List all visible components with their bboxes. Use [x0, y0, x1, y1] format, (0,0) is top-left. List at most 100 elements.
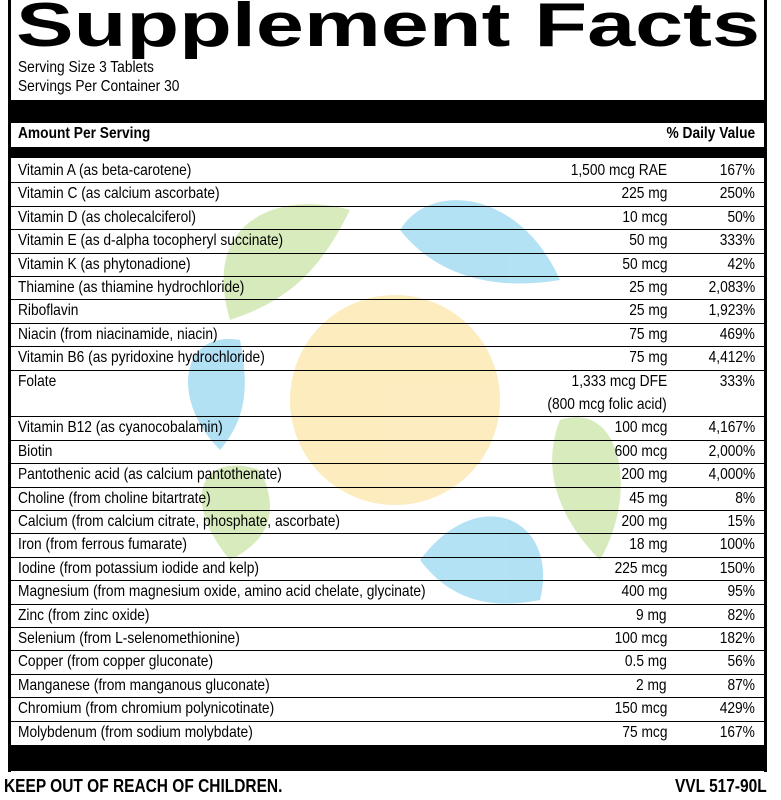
nutrient-name: Molybdenum (from sodium molybdate): [18, 723, 253, 741]
nutrient-name: Vitamin B6 (as pyridoxine hydrochloride): [18, 349, 265, 367]
amount: 9 mg: [636, 606, 667, 624]
daily-value: 50%: [727, 208, 755, 226]
amount: 200 mg: [621, 513, 667, 530]
daily-value: 100%: [719, 536, 755, 554]
nutrient-name: Selenium (from L-selenomethionine): [18, 630, 240, 647]
row-rule: [8, 533, 767, 535]
amount: 100 mcg: [614, 630, 667, 647]
row-rule: [8, 299, 767, 301]
nutrient-name: Vitamin C (as calcium ascorbate): [18, 185, 220, 203]
amount: 225 mg: [621, 185, 667, 203]
nutrient-name: Vitamin K (as phytonadione): [18, 255, 191, 273]
daily-value: 1,923%: [708, 302, 755, 320]
nutrient-name: Niacin (from niacinamide, niacin): [18, 325, 218, 343]
thick-rule: [8, 745, 767, 771]
row-rule: [8, 229, 767, 231]
row-rule: [8, 346, 767, 348]
row-rule: [8, 205, 767, 207]
amount: 45 mg: [628, 489, 667, 507]
amount: 25 mg: [628, 279, 667, 296]
daily-value: 333%: [719, 372, 755, 390]
amount: 10 mcg: [621, 208, 667, 226]
row-rule: [8, 322, 767, 324]
nutrient-name: Vitamin B12 (as cyanocobalamin): [18, 419, 223, 437]
amount: 150 mcg: [614, 700, 667, 718]
row-rule: [8, 439, 767, 441]
nutrient-name: Vitamin D (as cholecalciferol): [18, 208, 196, 226]
daily-value: 4,000%: [708, 466, 755, 484]
nutrient-name: Chromium (from chromium polynicotinate): [18, 700, 275, 718]
title: Supplement Facts: [16, 0, 760, 60]
amount: 200 mg: [621, 466, 667, 484]
border: [764, 0, 767, 772]
daily-value: 2,083%: [708, 279, 755, 296]
row-rule: [8, 276, 767, 277]
amount: 18 mg: [628, 536, 667, 554]
amount: 75 mg: [628, 349, 667, 367]
nutrient-name: Copper (from copper gluconate): [18, 653, 214, 671]
daily-value: 82%: [727, 606, 755, 624]
nutrient-name: Riboflavin: [18, 302, 79, 320]
nutrient-name: Biotin: [18, 442, 53, 460]
daily-value: 8%: [735, 489, 755, 507]
daily-value: 87%: [727, 676, 755, 694]
nutrient-name: Folate: [18, 372, 57, 390]
amount: 75 mcg: [621, 723, 667, 741]
amount: 600 mcg: [614, 442, 667, 460]
thick-rule: [8, 100, 767, 123]
nutrient-name: Pantothenic acid (as calcium pantothenat…: [18, 466, 282, 484]
daily-value: 95%: [727, 583, 755, 601]
amount-note: (800 mcg folic acid): [547, 396, 667, 413]
nutrient-name: Vitamin A (as beta-carotene): [18, 162, 192, 179]
border: [8, 0, 11, 772]
nutrient-name: Calcium (from calcium citrate, phosphate…: [18, 513, 340, 530]
nutrient-name: Zinc (from zinc oxide): [18, 606, 150, 624]
warning: KEEP OUT OF REACH OF CHILDREN.: [4, 776, 283, 796]
daily-value: 4,167%: [708, 419, 755, 437]
column-header: % Daily Value: [666, 125, 755, 142]
row-rule: [8, 182, 767, 184]
daily-value: 167%: [719, 723, 755, 741]
row-rule: [8, 603, 767, 605]
daily-value: 4,412%: [708, 349, 755, 367]
daily-value: 469%: [719, 325, 755, 343]
row-rule: [8, 627, 767, 628]
column-header: Amount Per Serving: [18, 125, 151, 142]
row-rule: [8, 697, 767, 699]
servings-per-container: Servings Per Container 30: [18, 78, 180, 95]
row-rule: [8, 463, 767, 465]
nutrient-name: Iron (from ferrous fumarate): [18, 536, 187, 554]
row-rule: [8, 416, 767, 418]
daily-value: 42%: [727, 255, 755, 273]
amount: 1,333 mcg DFE: [571, 372, 667, 390]
daily-value: 250%: [719, 185, 755, 203]
daily-value: 182%: [719, 630, 755, 647]
row-rule: [8, 486, 767, 488]
amount: 50 mcg: [621, 255, 667, 273]
row-rule: [8, 510, 767, 511]
amount: 75 mg: [628, 325, 667, 343]
row-rule: [8, 369, 767, 371]
row-rule: [8, 650, 767, 652]
row-rule: [8, 673, 767, 675]
daily-value: 429%: [719, 700, 755, 718]
amount: 1,500 mcg RAE: [570, 162, 667, 179]
nutrient-name: Manganese (from manganous gluconate): [18, 676, 270, 694]
row-rule: [8, 252, 767, 254]
thick-rule: [8, 147, 767, 158]
amount: 400 mg: [621, 583, 667, 601]
daily-value: 15%: [727, 513, 755, 530]
amount: 50 mg: [628, 232, 667, 250]
product-code: VVL 517-90L: [675, 776, 767, 796]
nutrient-name: Choline (from choline bitartrate): [18, 489, 211, 507]
daily-value: 2,000%: [708, 442, 755, 460]
daily-value: 56%: [727, 653, 755, 671]
row-rule: [8, 580, 767, 582]
amount: 225 mcg: [614, 559, 667, 577]
nutrient-name: Magnesium (from magnesium oxide, amino a…: [18, 583, 426, 601]
nutrient-name: Vitamin E (as d-alpha tocopheryl succina…: [18, 232, 284, 250]
amount: 100 mcg: [614, 419, 667, 437]
row-rule: [8, 720, 767, 722]
